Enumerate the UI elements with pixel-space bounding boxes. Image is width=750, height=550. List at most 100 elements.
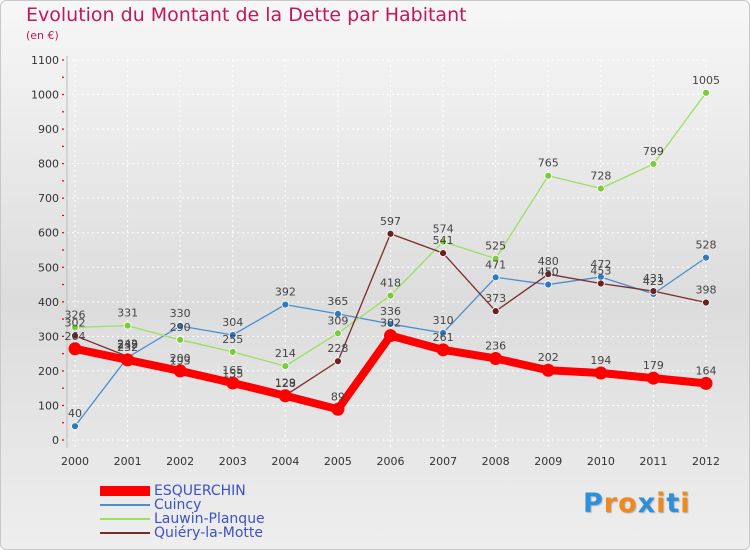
data-label: 336 [380, 305, 401, 318]
y-tick-label: 700 [38, 192, 59, 205]
data-label: 261 [433, 331, 454, 344]
data-point [699, 376, 713, 390]
data-label: 471 [485, 258, 506, 271]
data-label: 541 [433, 234, 454, 247]
data-label: 450 [538, 266, 559, 279]
y-tick-label: 400 [38, 296, 59, 309]
chart-legend: ESQUERCHIN Cuincy Lauwin-Planque Quiéry-… [100, 484, 265, 540]
data-point [702, 298, 710, 307]
data-label: 255 [222, 333, 243, 346]
x-tick-label: 2006 [377, 455, 405, 468]
logo-letter: o [618, 488, 638, 519]
data-point [596, 184, 605, 193]
data-label: 392 [275, 286, 296, 299]
data-point [68, 342, 82, 356]
legend-item-quiery-la-motte: Quiéry-la-Motte [100, 526, 265, 540]
x-tick-label: 2001 [114, 455, 142, 468]
data-label: 164 [696, 364, 717, 377]
data-label: 155 [222, 367, 243, 380]
y-tick-label: 300 [38, 330, 59, 343]
data-point [491, 273, 500, 282]
data-label: 765 [538, 157, 559, 170]
data-point [702, 253, 710, 262]
data-point [491, 307, 500, 316]
y-tick-label: 900 [38, 123, 59, 136]
data-point [173, 364, 187, 378]
data-point [384, 329, 397, 343]
data-point [649, 160, 658, 168]
y-tick-label: 800 [38, 158, 59, 171]
x-tick-label: 2010 [587, 455, 615, 468]
data-point [702, 88, 710, 97]
x-tick-label: 2009 [534, 455, 562, 468]
data-point [544, 270, 553, 279]
y-tick-label: 0 [52, 434, 59, 447]
data-label: 302 [65, 317, 86, 330]
legend-swatch-esquerchin [100, 486, 150, 496]
data-label: 228 [327, 342, 348, 355]
y-tick-label: 1100 [31, 54, 59, 67]
legend-label-cuincy: Cuincy [154, 497, 202, 513]
data-label: 214 [275, 347, 296, 360]
data-point [176, 322, 185, 330]
data-point [226, 376, 240, 390]
data-label: 423 [643, 275, 664, 288]
data-point [439, 249, 447, 258]
y-tick-label: 600 [38, 227, 59, 240]
data-label: 1005 [692, 74, 720, 87]
data-label: 472 [590, 258, 611, 271]
data-label: 179 [643, 359, 664, 372]
logo-letter: t [666, 488, 681, 519]
legend-item-esquerchin: ESQUERCHIN [100, 484, 265, 498]
data-label: 310 [433, 314, 454, 327]
y-tick-label: 500 [38, 261, 59, 274]
data-label: 398 [696, 284, 717, 297]
data-label: 373 [485, 292, 506, 305]
data-point [278, 389, 292, 403]
data-point [121, 353, 135, 367]
data-label: 418 [380, 277, 401, 290]
data-label: 799 [643, 145, 664, 158]
data-label: 453 [590, 265, 611, 278]
data-point [334, 357, 342, 366]
data-point [71, 323, 79, 332]
data-label: 200 [170, 352, 191, 365]
data-label: 242 [117, 337, 138, 350]
data-point [386, 320, 395, 328]
data-point [544, 280, 553, 289]
x-tick-label: 2008 [482, 455, 510, 468]
data-point [489, 351, 503, 365]
data-label: 331 [117, 307, 138, 320]
data-point [71, 331, 79, 340]
data-point [71, 422, 79, 431]
x-tick-label: 2000 [61, 455, 89, 468]
data-label: 330 [170, 307, 191, 320]
legend-item-lauwin-planque: Lauwin-Planque [100, 512, 265, 526]
y-tick-label: 100 [38, 399, 59, 412]
data-label: 165 [222, 364, 243, 377]
data-label: 40 [68, 407, 82, 420]
data-label: 129 [275, 376, 296, 389]
data-point [596, 279, 605, 288]
data-label: 431 [643, 272, 664, 285]
data-point [281, 300, 290, 309]
data-point [123, 321, 132, 330]
data-point [439, 329, 447, 337]
x-tick-label: 2011 [639, 455, 667, 468]
data-label: 309 [327, 314, 348, 327]
data-point [228, 331, 237, 339]
data-point [439, 237, 447, 246]
data-label: 290 [170, 321, 191, 334]
data-point [386, 291, 395, 300]
x-tick-label: 2012 [692, 455, 720, 468]
data-point [541, 363, 555, 377]
logo-letter: r [603, 488, 619, 519]
data-point [436, 343, 450, 357]
data-label: 128 [275, 377, 296, 390]
x-tick-label: 2002 [166, 455, 194, 468]
chart-title: Evolution du Montant de la Dette par Hab… [26, 4, 467, 26]
data-label: 480 [538, 255, 559, 268]
data-label: 365 [327, 295, 348, 308]
data-point [176, 335, 185, 344]
